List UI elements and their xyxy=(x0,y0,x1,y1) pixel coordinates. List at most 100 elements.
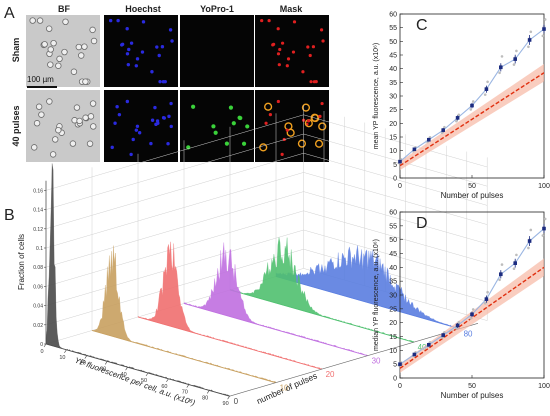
panel-b-3d-histogram: 0 0.02 0.04 0.06 0.08 0.1 0.12 0.14 0.16 0 10 20 30 4… xyxy=(33,105,488,407)
y-tick-label: 35 xyxy=(389,80,397,87)
cell xyxy=(56,55,63,63)
mask-positive-cell xyxy=(259,143,268,152)
y-tick-label: 15 xyxy=(389,135,397,142)
mask-cell xyxy=(285,128,289,132)
replicate-point xyxy=(529,228,533,232)
yopro-positive-cell xyxy=(191,104,196,109)
nucleus xyxy=(167,114,171,119)
cell xyxy=(69,140,77,147)
nucleus xyxy=(157,53,161,58)
yopro-positive-cell xyxy=(211,124,216,129)
replicate-point xyxy=(486,290,489,294)
micrograph-hoechst-sham xyxy=(104,15,178,87)
yopro-positive-cell xyxy=(224,141,230,146)
nucleus xyxy=(120,42,125,47)
replicate-point xyxy=(483,302,487,305)
y-axis-label: median YP fluorescence, a.u. (x10⁶) xyxy=(373,239,380,351)
cell xyxy=(89,100,97,107)
data-point xyxy=(513,261,517,265)
nucleus xyxy=(170,39,174,43)
data-point xyxy=(542,226,546,231)
panel-b-baseline xyxy=(45,343,230,397)
nucleus xyxy=(140,50,145,54)
replicate-point xyxy=(469,108,473,111)
replicate-point xyxy=(541,234,545,237)
micrograph-mask-40-pulses xyxy=(255,90,329,162)
y-tick-label: 60 xyxy=(389,12,397,19)
y-tick-label: 50 xyxy=(389,237,397,244)
panel-b-x-tick: 70 xyxy=(182,390,188,396)
y-tick-label: 60 xyxy=(389,210,397,217)
mask-cell xyxy=(309,80,313,84)
nucleus xyxy=(161,116,166,120)
mask-cell xyxy=(277,63,281,67)
cell xyxy=(33,120,41,127)
replicate-point xyxy=(498,71,501,75)
panel-b-z-tick: 0 xyxy=(234,397,239,406)
replicate-point xyxy=(471,308,475,311)
x-axis-label: Number of pulses xyxy=(441,191,504,200)
mask-cell xyxy=(306,45,310,49)
cell xyxy=(62,18,69,26)
panel-b-x-tick: 90 xyxy=(223,401,229,407)
cell xyxy=(90,123,97,130)
data-point xyxy=(427,137,431,142)
panel-b-y-tick: 0.08 xyxy=(33,265,43,271)
panel-b-y-tick: 0.02 xyxy=(33,323,43,329)
replicate-point xyxy=(500,55,504,58)
cell xyxy=(86,140,94,147)
col-label-yopro: YoPro-1 xyxy=(200,4,234,14)
panel-b-histogram xyxy=(275,245,460,329)
replicate-point xyxy=(455,326,458,330)
mask-cell xyxy=(301,70,305,74)
replicate-point xyxy=(527,246,530,250)
nucleus xyxy=(155,119,160,123)
nucleus xyxy=(161,80,166,84)
yopro-positive-cell xyxy=(237,115,242,120)
panel-b-z-tick: 80 xyxy=(464,330,473,339)
nucleus xyxy=(141,20,146,24)
panel-b-series-30-pulses xyxy=(183,242,368,357)
nucleus xyxy=(110,145,114,150)
x-axis-label: Number of pulses xyxy=(441,391,504,400)
data-point xyxy=(441,333,445,337)
cell xyxy=(75,43,83,51)
fit-line xyxy=(399,72,545,167)
panel-b-z-tick: 20 xyxy=(326,370,335,379)
cell xyxy=(31,144,38,151)
mask-cell xyxy=(311,45,316,49)
y-tick-label: 50 xyxy=(389,39,397,46)
mask-cell xyxy=(276,52,281,56)
micrograph-yopro-40-pulses xyxy=(180,90,254,162)
y-tick-label: 20 xyxy=(389,320,397,327)
panel-b-z-tick: 30 xyxy=(372,357,381,366)
y-tick-label: 10 xyxy=(389,148,397,155)
micrograph-bf-40-pulses xyxy=(26,90,100,162)
panel-b-x-tick: 80 xyxy=(202,395,208,401)
mask-cell xyxy=(278,47,282,52)
nucleus xyxy=(160,45,165,49)
panel-b-ylabel: Fraction of cells xyxy=(17,234,26,290)
replicate-point xyxy=(483,93,487,96)
panel-b-z-tick: 10 xyxy=(280,384,289,393)
mask-cell xyxy=(260,18,264,23)
yopro-positive-cell xyxy=(245,124,250,129)
cell xyxy=(29,17,36,24)
replicate-point xyxy=(498,278,501,282)
nucleus xyxy=(135,124,140,129)
nucleus xyxy=(149,141,153,146)
panel-b-baseline xyxy=(229,289,414,343)
panel-b-baseline xyxy=(137,316,322,370)
cell xyxy=(55,126,62,134)
replicate-point xyxy=(486,80,489,84)
data-point xyxy=(513,57,517,61)
data-point xyxy=(412,147,417,152)
replicate-point xyxy=(469,316,473,320)
replicate-point xyxy=(541,34,545,38)
nucleus xyxy=(126,62,131,67)
panel-b-y-tick: 0.16 xyxy=(33,188,43,194)
panel-c-chart: 0 5 10 15 20 25 30 35 40 45 50 55 60 0 50 100 Number of … xyxy=(373,12,550,201)
mask-cell xyxy=(318,114,322,118)
row-label-sham: Sham xyxy=(11,38,21,63)
replicate-point xyxy=(455,119,458,123)
